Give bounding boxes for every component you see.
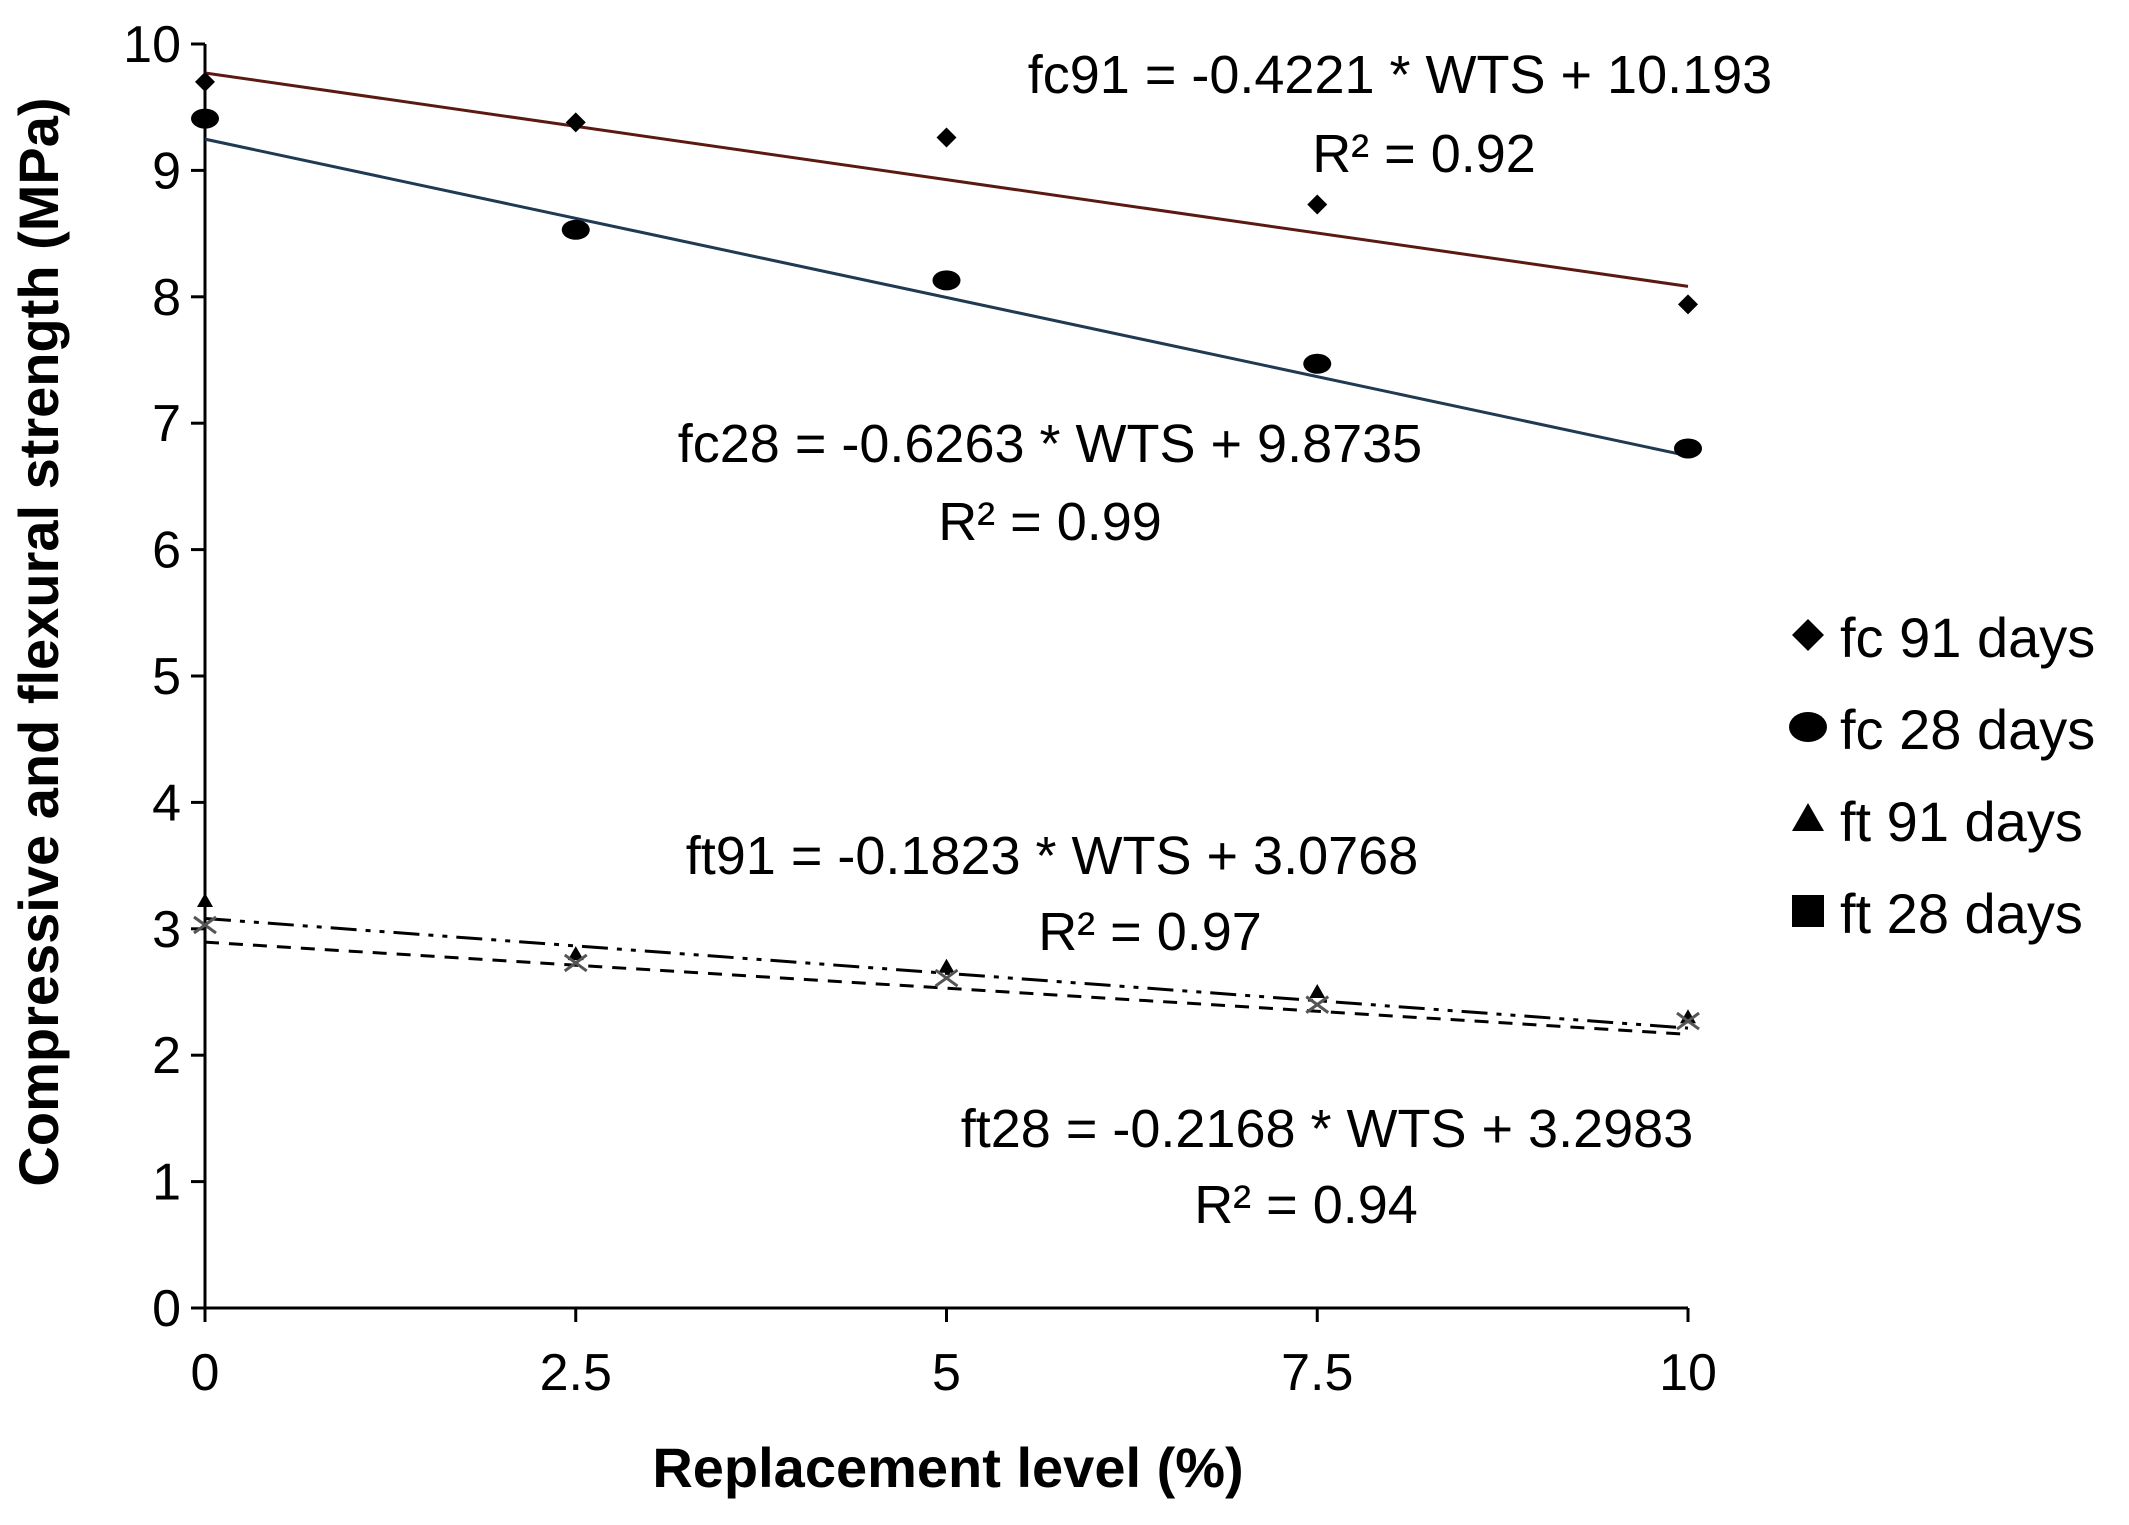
y-tick-label: 0 xyxy=(152,1280,181,1338)
trend-r2-label: R² = 0.99 xyxy=(938,492,1162,552)
legend-marker-circle xyxy=(1789,712,1827,742)
y-axis-title: Compressive and flexural strength (MPa) xyxy=(7,97,70,1186)
fc-91-days-point xyxy=(1307,194,1328,215)
legend-label: ft 28 days xyxy=(1840,882,2083,945)
x-tick-label: 10 xyxy=(1659,1344,1717,1402)
legend-marker-square xyxy=(1792,895,1824,927)
ft-28-cross-marker xyxy=(934,968,959,988)
x-axis-title: Replacement level (%) xyxy=(652,1436,1243,1499)
y-tick-label: 10 xyxy=(123,16,181,74)
fc-91-days-point xyxy=(565,112,586,133)
axes-layer: 0 1 2 3 4 5 6 7 8 9 10 0 2.5 5 7.5 10 xyxy=(123,16,1717,1402)
legend-label: ft 91 days xyxy=(1840,790,2083,853)
legend-item: fc 28 days xyxy=(1789,698,2095,761)
ft-28-cross-marker xyxy=(563,953,588,973)
trendline-ft-28-days xyxy=(205,917,1689,1030)
ft-28-cross-marker xyxy=(193,915,217,935)
y-tick-label: 2 xyxy=(152,1027,181,1085)
fc-91-days-point xyxy=(1678,294,1698,315)
trend-equation-label: fc91 = -0.4221 * WTS + 10.193 xyxy=(1028,45,1772,105)
legend-label: fc 28 days xyxy=(1840,698,2095,761)
trendline-layer xyxy=(205,71,1689,1036)
y-tick-label: 9 xyxy=(152,142,181,200)
x-tick-label: 2.5 xyxy=(540,1344,612,1402)
ft-28-cross-marker xyxy=(1676,1011,1700,1031)
y-tick-label: 4 xyxy=(152,774,181,832)
fc-28-days-point xyxy=(932,270,961,291)
x-tick-label: 0 xyxy=(191,1344,220,1402)
trend-equation-label: fc28 = -0.6263 * WTS + 9.8735 xyxy=(678,414,1422,474)
trendline-fc-28-days xyxy=(205,137,1689,458)
ft-28-cross-marker xyxy=(1305,995,1330,1014)
trendline-fc-91-days xyxy=(205,71,1689,288)
ft-91-days-point xyxy=(567,946,584,961)
marker-layer xyxy=(191,71,1702,1031)
fc-91-days-point xyxy=(195,71,215,92)
legend-marker-triangle xyxy=(1792,803,1824,831)
ft-91-days-point xyxy=(938,958,955,973)
fc-28-days-point xyxy=(1303,353,1332,374)
x-tick-label: 5 xyxy=(932,1344,961,1402)
trend-r2-label: R² = 0.92 xyxy=(1312,124,1536,184)
ft-91-days-point xyxy=(197,892,213,907)
trend-equation-label: ft91 = -0.1823 * WTS + 3.0768 xyxy=(686,826,1418,886)
legend-item: ft 91 days xyxy=(1792,790,2083,853)
trend-equation-label: ft28 = -0.2168 * WTS + 3.2983 xyxy=(961,1099,1693,1159)
y-tick-label: 3 xyxy=(152,901,181,959)
trendline-ft-91-days xyxy=(205,940,1689,1036)
trend-r2-label: R² = 0.97 xyxy=(1038,902,1262,962)
x-tick-label: 7.5 xyxy=(1281,1344,1353,1402)
ft-91-days-point xyxy=(1309,984,1326,998)
fc-28-days-point xyxy=(191,108,219,129)
trend-r2-label: R² = 0.94 xyxy=(1194,1175,1418,1235)
fc-91-days-point xyxy=(936,127,957,148)
legend-item: fc 91 days xyxy=(1792,606,2095,669)
legend: fc 91 days fc 28 days ft 91 days ft 28 days xyxy=(1789,606,2095,945)
legend-label: fc 91 days xyxy=(1840,606,2095,669)
y-tick-label: 6 xyxy=(152,522,181,580)
y-tick-label: 5 xyxy=(152,648,181,706)
y-tick-label: 8 xyxy=(152,269,181,327)
legend-marker-diamond xyxy=(1792,619,1824,651)
label-layer: fc91 = -0.4221 * WTS + 10.193 R² = 0.92 fc… xyxy=(678,45,1772,1235)
fc-28-days-point xyxy=(1674,438,1702,459)
y-tick-label: 7 xyxy=(152,395,181,453)
legend-item: ft 28 days xyxy=(1792,882,2083,945)
y-tick-label: 1 xyxy=(152,1154,181,1212)
fc-28-days-point xyxy=(561,219,590,240)
